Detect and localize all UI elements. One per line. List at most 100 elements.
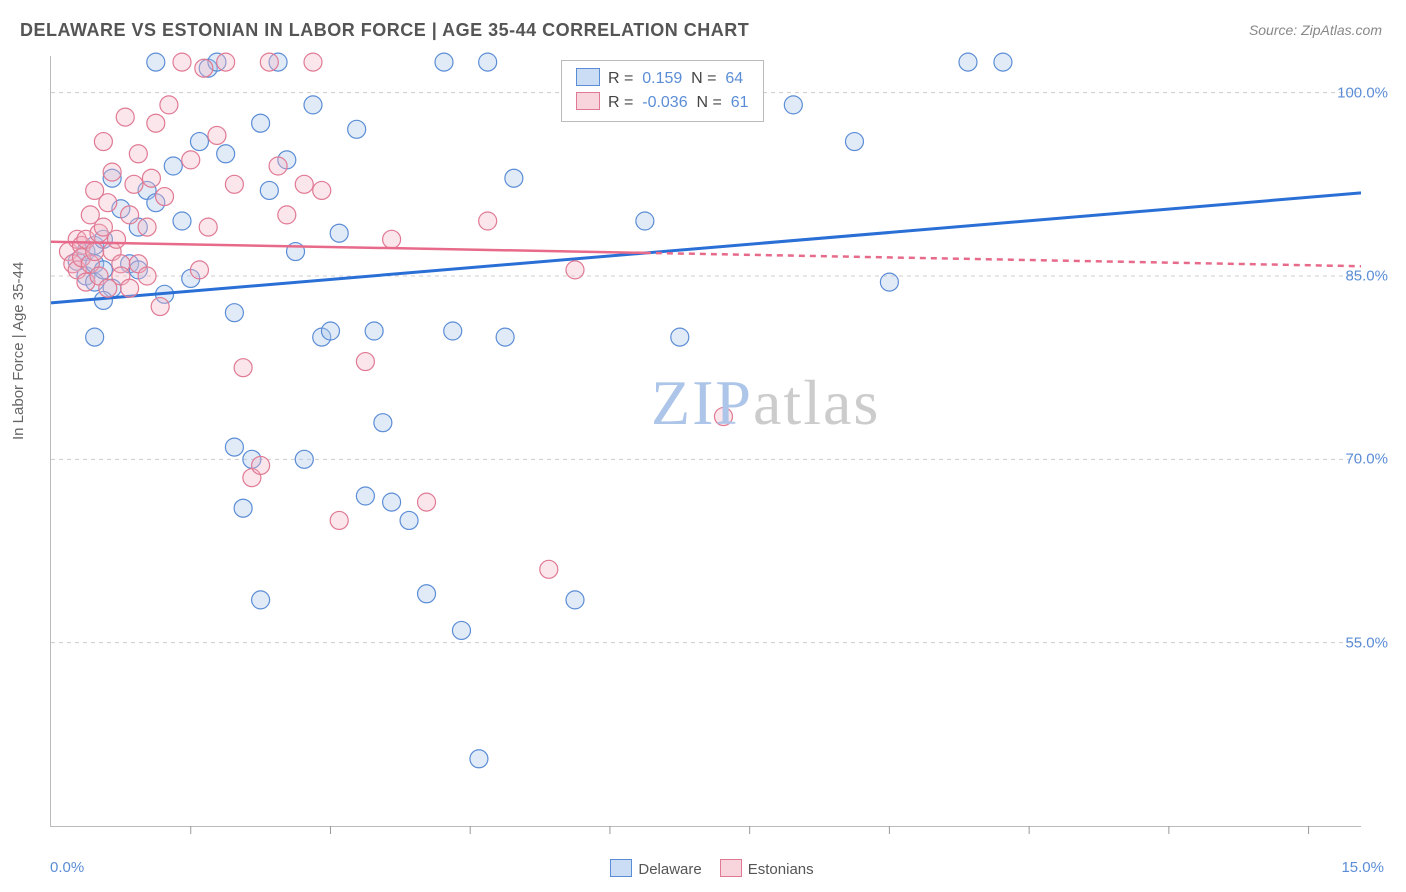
data-point [260,53,278,71]
data-point [418,585,436,603]
data-point [160,96,178,114]
legend-swatch [576,68,600,86]
data-point [959,53,977,71]
data-point [252,591,270,609]
data-point [151,298,169,316]
y-axis-label: In Labor Force | Age 35-44 [10,262,27,440]
data-point [225,175,243,193]
data-point [452,621,470,639]
data-point [496,328,514,346]
source-label: Source: ZipAtlas.com [1249,22,1382,38]
legend-row: R = -0.036 N = 61 [576,91,749,115]
data-point [217,145,235,163]
data-point [356,353,374,371]
series-legend: DelawareEstonians [0,859,1406,878]
data-point [142,169,160,187]
data-point [418,493,436,511]
y-tick-label: 55.0% [1345,634,1388,651]
data-point [348,120,366,138]
data-point [435,53,453,71]
data-point [125,175,143,193]
data-point [252,114,270,132]
data-point [190,261,208,279]
data-point [321,322,339,340]
data-point [540,560,558,578]
data-point [86,328,104,346]
data-point [383,230,401,248]
data-point [566,591,584,609]
trend-line [51,242,645,253]
chart-title: DELAWARE VS ESTONIAN IN LABOR FORCE | AG… [20,20,749,41]
legend-swatch [576,92,600,110]
data-point [505,169,523,187]
data-point [173,53,191,71]
data-point [108,230,126,248]
data-point [784,96,802,114]
data-point [103,163,121,181]
data-point [182,151,200,169]
legend-r-value: 0.159 [642,70,682,87]
data-point [880,273,898,291]
data-point [121,206,139,224]
data-point [138,267,156,285]
y-tick-label: 85.0% [1345,268,1388,285]
data-point [199,218,217,236]
data-point [234,359,252,377]
legend-swatch [720,859,742,877]
scatter-svg [51,56,1361,826]
data-point [147,53,165,71]
data-point [99,194,117,212]
data-point [225,438,243,456]
data-point [94,133,112,151]
data-point [383,493,401,511]
data-point [295,175,313,193]
data-point [444,322,462,340]
legend-row: R = 0.159 N = 64 [576,67,749,91]
plot-area: ZIPatlas R = 0.159 N = 64R = -0.036 N = … [50,56,1361,827]
stats-legend: R = 0.159 N = 64R = -0.036 N = 61 [561,60,764,122]
data-point [374,414,392,432]
trend-line-extrapolated [645,253,1361,266]
data-point [636,212,654,230]
legend-swatch [610,859,632,877]
data-point [714,408,732,426]
data-point [365,322,383,340]
y-tick-label: 70.0% [1345,451,1388,468]
data-point [313,181,331,199]
data-point [116,108,134,126]
data-point [269,157,287,175]
data-point [147,114,165,132]
data-point [252,456,270,474]
data-point [217,53,235,71]
data-point [164,157,182,175]
data-point [225,304,243,322]
data-point [295,450,313,468]
data-point [479,53,497,71]
legend-n-value: 61 [731,94,749,111]
data-point [190,133,208,151]
y-tick-label: 100.0% [1337,84,1388,101]
data-point [278,206,296,224]
data-point [195,59,213,77]
data-point [304,96,322,114]
trend-line [51,193,1361,303]
data-point [845,133,863,151]
data-point [121,279,139,297]
legend-n-value: 64 [725,70,743,87]
data-point [994,53,1012,71]
data-point [330,224,348,242]
data-point [234,499,252,517]
data-point [470,750,488,768]
data-point [156,188,174,206]
data-point [330,511,348,529]
data-point [400,511,418,529]
data-point [208,126,226,144]
legend-label: Estonians [748,861,814,878]
data-point [260,181,278,199]
data-point [479,212,497,230]
data-point [86,243,104,261]
data-point [304,53,322,71]
data-point [566,261,584,279]
data-point [129,145,147,163]
data-point [173,212,191,230]
